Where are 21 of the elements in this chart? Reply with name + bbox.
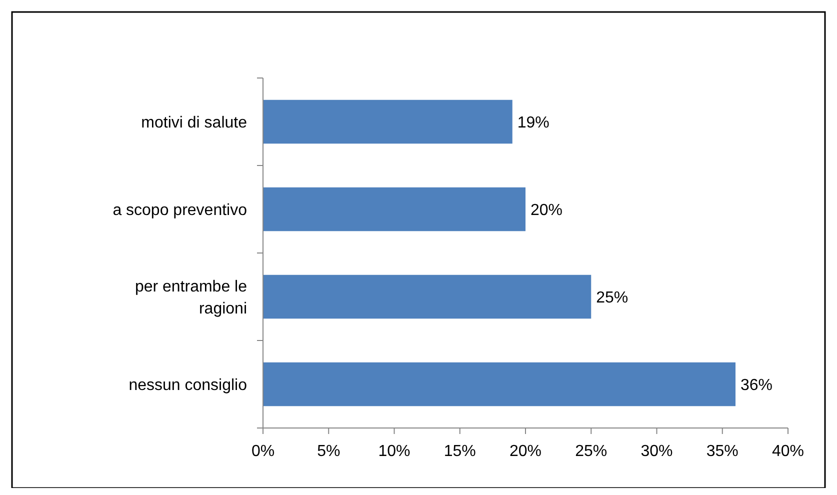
y-tick-label: a scopo preventivo (112, 202, 248, 219)
data-label: 20% (530, 202, 563, 219)
data-label: 19% (517, 114, 550, 132)
y-tick-label: per entrambe le ragioni (134, 278, 248, 318)
bar (263, 362, 736, 406)
x-tick-label: 30% (640, 443, 673, 460)
x-tick-label: 25% (575, 443, 608, 460)
y-tick-label: nessun consiglio (128, 376, 248, 394)
bar (263, 100, 512, 144)
x-tick-label: 0% (251, 443, 275, 460)
bar (263, 187, 526, 232)
data-label: 36% (740, 376, 773, 394)
y-tick-label: motivi di salute (141, 114, 248, 132)
x-tick-label: 40% (772, 443, 804, 460)
x-tick-label: 15% (444, 443, 476, 460)
x-tick-label: 20% (509, 443, 542, 460)
x-tick-label: 35% (706, 443, 738, 460)
x-tick-label: 5% (317, 443, 340, 460)
bar (263, 274, 592, 319)
x-tick-label: 10% (378, 443, 410, 460)
data-label: 25% (596, 289, 628, 306)
